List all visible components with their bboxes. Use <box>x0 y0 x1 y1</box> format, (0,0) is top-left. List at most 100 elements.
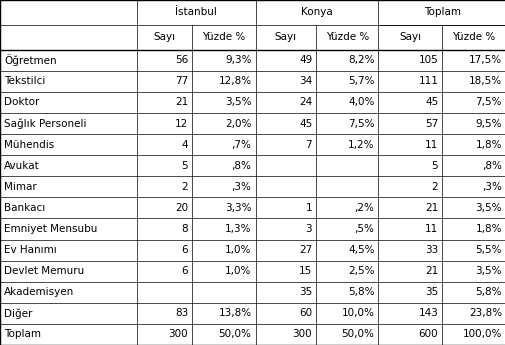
Text: 300: 300 <box>168 329 188 339</box>
Text: 15: 15 <box>298 266 312 276</box>
Text: 57: 57 <box>424 119 437 128</box>
Text: 49: 49 <box>298 55 312 65</box>
Text: Emniyet Mensubu: Emniyet Mensubu <box>4 224 97 234</box>
Text: Tekstilci: Tekstilci <box>4 76 45 86</box>
Text: 2: 2 <box>431 182 437 192</box>
Text: Devlet Memuru: Devlet Memuru <box>4 266 84 276</box>
Text: 50,0%: 50,0% <box>341 329 374 339</box>
Text: 1,3%: 1,3% <box>225 224 251 234</box>
Text: 1,0%: 1,0% <box>225 266 251 276</box>
Text: 111: 111 <box>418 76 437 86</box>
Text: ,2%: ,2% <box>354 203 374 213</box>
Text: 35: 35 <box>298 287 312 297</box>
Text: 2,5%: 2,5% <box>347 266 374 276</box>
Text: 3,5%: 3,5% <box>475 266 501 276</box>
Text: 8,2%: 8,2% <box>347 55 374 65</box>
Text: 300: 300 <box>292 329 312 339</box>
Text: Doktor: Doktor <box>4 97 39 107</box>
Text: ,8%: ,8% <box>481 161 501 171</box>
Text: 35: 35 <box>424 287 437 297</box>
Text: 7,5%: 7,5% <box>475 97 501 107</box>
Text: Sayı: Sayı <box>274 32 296 42</box>
Text: 5,5%: 5,5% <box>475 245 501 255</box>
Text: ,3%: ,3% <box>231 182 251 192</box>
Text: 5,8%: 5,8% <box>347 287 374 297</box>
Text: 12,8%: 12,8% <box>218 76 251 86</box>
Text: 45: 45 <box>424 97 437 107</box>
Text: 83: 83 <box>175 308 188 318</box>
Text: 20: 20 <box>175 203 188 213</box>
Text: Ev Hanımı: Ev Hanımı <box>4 245 57 255</box>
Text: 100,0%: 100,0% <box>462 329 501 339</box>
Text: 33: 33 <box>424 245 437 255</box>
Text: 4,0%: 4,0% <box>347 97 374 107</box>
Text: Sayı: Sayı <box>398 32 421 42</box>
Text: 11: 11 <box>424 140 437 150</box>
Text: Akademisyen: Akademisyen <box>4 287 74 297</box>
Text: 60: 60 <box>298 308 312 318</box>
Text: Sayı: Sayı <box>153 32 175 42</box>
Text: 3,3%: 3,3% <box>225 203 251 213</box>
Text: Mühendis: Mühendis <box>4 140 54 150</box>
Text: 45: 45 <box>298 119 312 128</box>
Text: 21: 21 <box>424 266 437 276</box>
Text: 143: 143 <box>418 308 437 318</box>
Text: 5: 5 <box>181 161 188 171</box>
Text: 3,5%: 3,5% <box>475 203 501 213</box>
Text: 6: 6 <box>181 245 188 255</box>
Text: Mimar: Mimar <box>4 182 37 192</box>
Text: 18,5%: 18,5% <box>468 76 501 86</box>
Text: 34: 34 <box>298 76 312 86</box>
Text: 4,5%: 4,5% <box>347 245 374 255</box>
Text: Toplam: Toplam <box>4 329 41 339</box>
Text: ,8%: ,8% <box>231 161 251 171</box>
Text: 50,0%: 50,0% <box>218 329 251 339</box>
Text: Sağlık Personeli: Sağlık Personeli <box>4 118 86 129</box>
Text: Toplam: Toplam <box>423 8 460 17</box>
Text: 4: 4 <box>181 140 188 150</box>
Text: 21: 21 <box>175 97 188 107</box>
Text: 1,2%: 1,2% <box>347 140 374 150</box>
Text: Konya: Konya <box>300 8 332 17</box>
Text: Bankacı: Bankacı <box>4 203 45 213</box>
Text: Öğretmen: Öğretmen <box>4 54 57 66</box>
Text: 7,5%: 7,5% <box>347 119 374 128</box>
Text: ,7%: ,7% <box>231 140 251 150</box>
Text: 56: 56 <box>175 55 188 65</box>
Text: 2,0%: 2,0% <box>225 119 251 128</box>
Text: 5: 5 <box>431 161 437 171</box>
Text: 13,8%: 13,8% <box>218 308 251 318</box>
Text: 1,8%: 1,8% <box>475 140 501 150</box>
Text: 7: 7 <box>305 140 312 150</box>
Text: 3,5%: 3,5% <box>225 97 251 107</box>
Text: 11: 11 <box>424 224 437 234</box>
Text: 8: 8 <box>181 224 188 234</box>
Text: 23,8%: 23,8% <box>468 308 501 318</box>
Text: 24: 24 <box>298 97 312 107</box>
Text: ,5%: ,5% <box>354 224 374 234</box>
Text: 1: 1 <box>305 203 312 213</box>
Text: 5,8%: 5,8% <box>475 287 501 297</box>
Text: 1,8%: 1,8% <box>475 224 501 234</box>
Text: 27: 27 <box>298 245 312 255</box>
Text: 10,0%: 10,0% <box>341 308 374 318</box>
Text: Yüzde %: Yüzde % <box>451 32 495 42</box>
Text: 17,5%: 17,5% <box>468 55 501 65</box>
Text: Yüzde %: Yüzde % <box>325 32 368 42</box>
Text: 9,3%: 9,3% <box>225 55 251 65</box>
Text: 105: 105 <box>418 55 437 65</box>
Text: Diğer: Diğer <box>4 308 32 319</box>
Text: 5,7%: 5,7% <box>347 76 374 86</box>
Text: 3: 3 <box>305 224 312 234</box>
Text: ,3%: ,3% <box>481 182 501 192</box>
Text: 6: 6 <box>181 266 188 276</box>
Text: Avukat: Avukat <box>4 161 40 171</box>
Text: İstanbul: İstanbul <box>175 8 217 17</box>
Text: 12: 12 <box>175 119 188 128</box>
Text: 9,5%: 9,5% <box>475 119 501 128</box>
Text: Yüzde %: Yüzde % <box>202 32 245 42</box>
Text: 77: 77 <box>175 76 188 86</box>
Text: 600: 600 <box>418 329 437 339</box>
Text: 1,0%: 1,0% <box>225 245 251 255</box>
Text: 2: 2 <box>181 182 188 192</box>
